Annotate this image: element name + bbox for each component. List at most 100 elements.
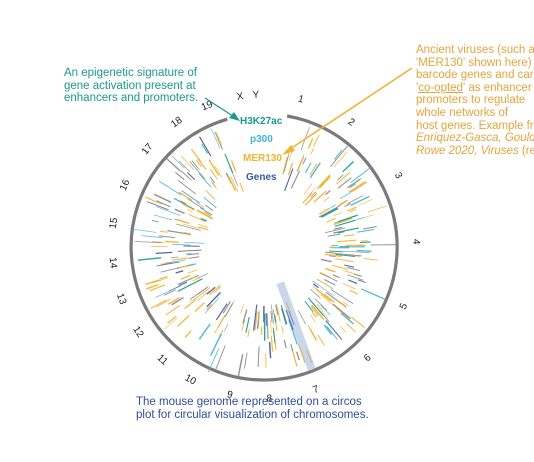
circos-caption-line-2: plot for circular visualization of chrom… <box>136 408 369 421</box>
chromosome-label-5: 5 <box>398 301 410 311</box>
track-tick <box>296 157 305 172</box>
track-tick <box>147 201 169 211</box>
viruses-line-1: Ancient viruses (such a <box>416 44 534 56</box>
track-label-genes: Genes <box>246 172 277 183</box>
track-tick <box>197 158 207 171</box>
track-tick <box>184 299 196 310</box>
track-tick <box>174 208 185 214</box>
track-tick <box>275 304 279 315</box>
track-tick <box>199 207 213 216</box>
track-tick <box>321 311 329 319</box>
track-tick <box>313 190 328 203</box>
track-tick <box>197 272 209 279</box>
track-tick <box>159 275 168 280</box>
track-tick <box>178 250 197 253</box>
track-tick <box>156 298 172 308</box>
track-tick <box>156 200 171 208</box>
track-tick <box>145 196 163 205</box>
track-tick <box>204 211 212 217</box>
track-tick <box>171 296 184 306</box>
track-tick <box>310 288 321 299</box>
co-opted-link[interactable]: co-opted <box>418 81 463 94</box>
chromosome-label-10: 10 <box>183 373 198 388</box>
track-tick <box>323 324 333 335</box>
track-tick <box>333 227 359 234</box>
track-tick <box>270 304 275 325</box>
track-tick <box>197 290 211 301</box>
track-tick <box>303 183 313 195</box>
viruses-line-3: barcode genes and car <box>416 69 534 82</box>
chromosome-ring-arc <box>129 114 399 382</box>
track-tick <box>338 214 359 223</box>
track-tick <box>180 200 187 205</box>
chromosome-label-15: 15 <box>108 216 121 229</box>
track-tick <box>180 170 191 180</box>
track-tick <box>360 288 385 300</box>
track-tick <box>342 161 354 173</box>
track-tick <box>156 261 180 267</box>
track-tick <box>291 348 298 367</box>
track-tick <box>309 162 321 179</box>
track-tick <box>366 214 374 218</box>
track-tick <box>167 229 191 236</box>
track-tick <box>230 160 237 172</box>
track-tick <box>241 320 246 332</box>
track-tick <box>305 162 312 173</box>
track-tick <box>336 171 351 185</box>
epigenetic-annotation: An epigenetic signature of gene activati… <box>64 67 214 105</box>
track-tick <box>217 315 226 328</box>
orange-pointer-arrowhead <box>282 145 295 155</box>
chromosome-label-1: 1 <box>297 94 305 106</box>
track-tick <box>335 307 351 320</box>
track-tick <box>247 329 250 338</box>
track-tick <box>336 239 357 243</box>
viruses-line-7: host genes. Example fr <box>416 119 534 132</box>
track-tick <box>330 289 354 304</box>
track-tick <box>145 279 161 286</box>
chromosome-label-14: 14 <box>107 257 119 270</box>
track-tick <box>182 203 195 211</box>
track-tick <box>334 219 356 227</box>
track-tick <box>177 314 190 327</box>
viruses-line-9: Rowe 2020, Viruses (re <box>416 145 534 158</box>
track-tick <box>134 241 161 243</box>
track-tick <box>190 296 198 303</box>
track-tick <box>358 199 373 206</box>
track-tick <box>214 286 221 294</box>
track-tick <box>145 284 159 290</box>
chromosome-ring <box>129 114 399 382</box>
track-tick <box>323 196 330 202</box>
track-tick <box>302 157 307 165</box>
track-tick <box>309 163 318 176</box>
track-tick <box>326 325 338 340</box>
track-tick <box>151 219 159 223</box>
track-tick <box>244 352 248 369</box>
track-tick <box>204 297 220 315</box>
chromosome-label-7: 7 <box>312 384 321 396</box>
track-tick <box>141 235 163 238</box>
track-tick <box>273 309 275 318</box>
viruses-line-9-citation: Rowe 2020, Viruses <box>416 144 519 157</box>
track-tick <box>273 314 277 323</box>
track-tick <box>211 182 218 190</box>
track-tick <box>224 302 234 318</box>
track-tick <box>338 201 346 207</box>
track-tick <box>257 311 260 327</box>
track-tick <box>337 174 344 181</box>
chromosome-label-8: 8 <box>266 393 272 404</box>
track-tick <box>175 223 201 231</box>
track-tick <box>316 303 324 312</box>
track-tick <box>318 205 341 218</box>
track-tick <box>180 155 195 171</box>
track-tick <box>266 312 269 340</box>
track-tick <box>344 264 355 268</box>
track-tick <box>160 267 180 273</box>
track-tick <box>344 234 355 237</box>
circos-caption-line-1: The mouse genome represented on a circos <box>136 396 362 408</box>
track-tick <box>206 304 213 311</box>
track-tick <box>172 257 188 261</box>
viruses-line-2: 'MER130' shown here) <box>416 56 532 69</box>
track-tick <box>281 325 284 334</box>
track-tick <box>189 161 206 180</box>
track-tick <box>214 165 223 179</box>
